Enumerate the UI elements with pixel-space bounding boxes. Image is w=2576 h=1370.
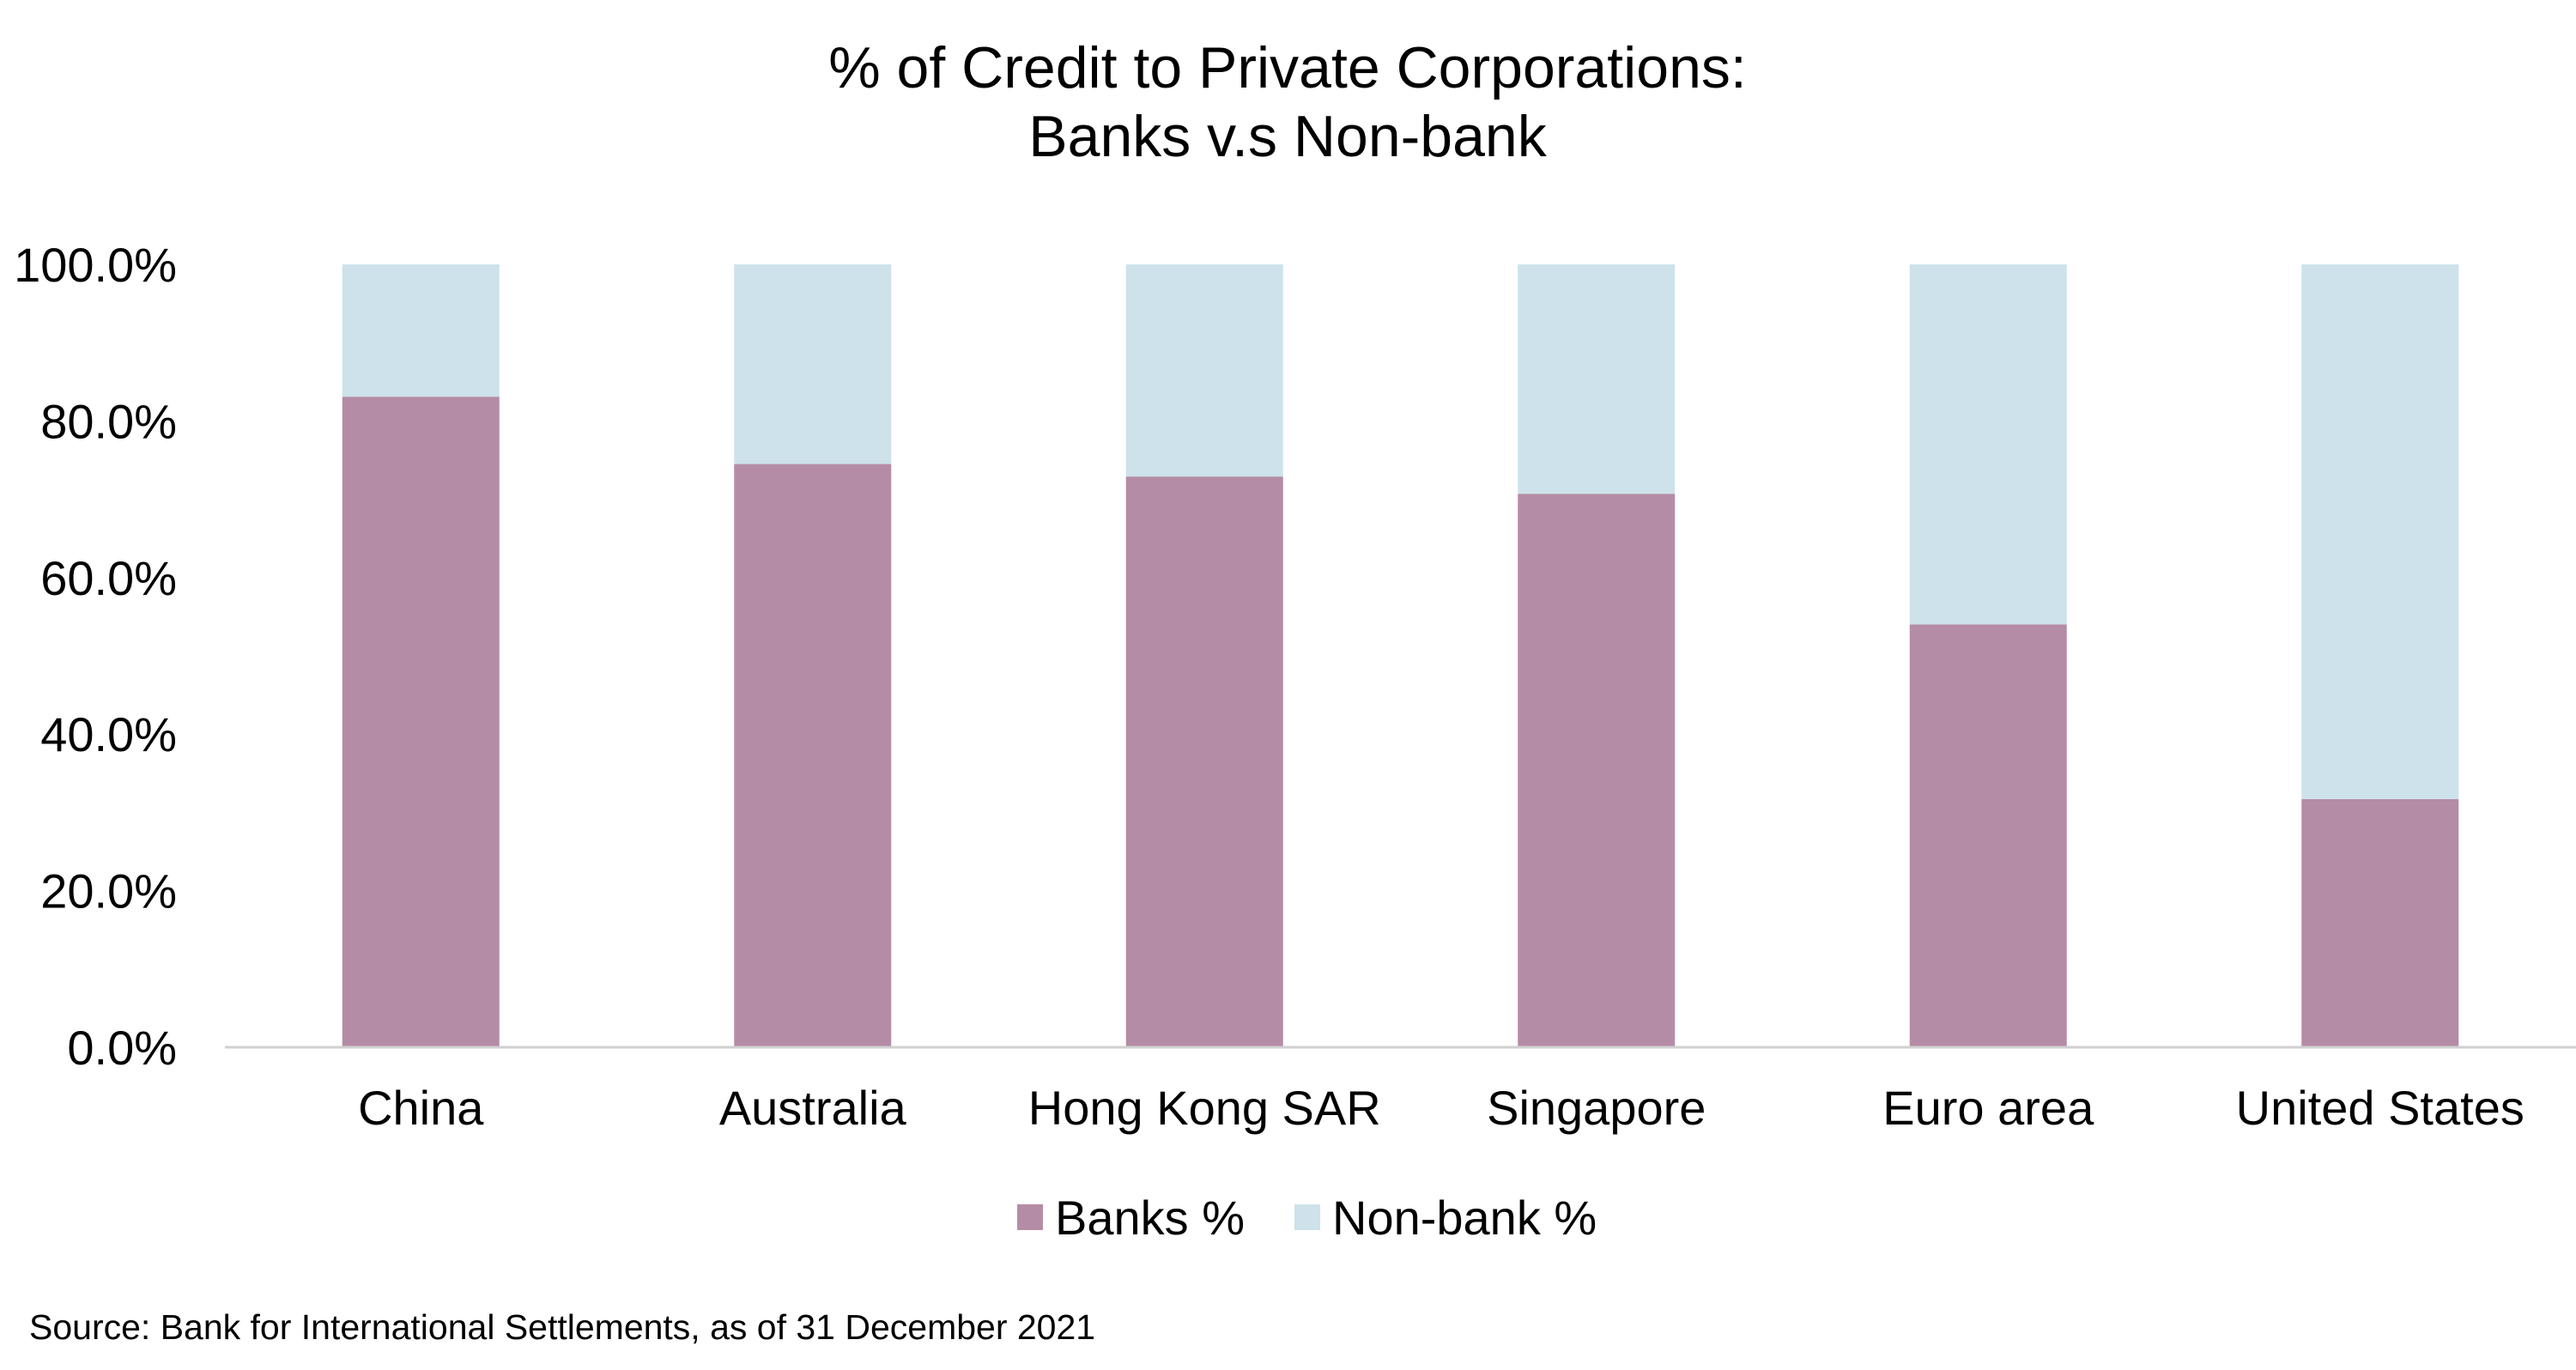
bar-segment-non-bank (342, 264, 500, 397)
bar-segment-banks (1125, 476, 1283, 1047)
bar-segment-banks (734, 464, 892, 1047)
legend: Banks % Non-bank % (1017, 1191, 1597, 1245)
x-axis: China Australia Hong Kong SAR Singapore Euro… (358, 1081, 2524, 1135)
legend-label: Banks % (1055, 1191, 1245, 1245)
bar-segment-non-bank (1909, 264, 2067, 625)
x-tick-label: China (358, 1081, 484, 1135)
bar-segment-non-bank (1518, 264, 1676, 494)
legend-swatch-non-bank (1294, 1204, 1320, 1230)
y-tick-label: 60.0% (40, 551, 177, 605)
chart-title: % of Credit to Private Corporations: Ban… (828, 35, 1747, 169)
legend-swatch-banks (1017, 1204, 1043, 1230)
bar-segment-banks (1909, 624, 2067, 1047)
legend-label: Non-bank % (1332, 1191, 1597, 1245)
y-tick-label: 20.0% (40, 864, 177, 918)
bar-segment-banks (1518, 494, 1676, 1047)
y-tick-label: 0.0% (67, 1021, 177, 1075)
x-tick-label: Singapore (1487, 1081, 1706, 1135)
bar-segment-non-bank (734, 264, 892, 464)
x-tick-label: Hong Kong SAR (1028, 1081, 1381, 1135)
y-tick-label: 80.0% (40, 394, 177, 448)
bar-segment-non-bank (1125, 264, 1283, 477)
x-tick-label: Euro area (1882, 1081, 2094, 1135)
source-note: Source: Bank for International Settlemen… (29, 1307, 1095, 1347)
bar-segment-banks (342, 397, 500, 1047)
bar-segment-non-bank (2301, 264, 2459, 799)
chart-title-line-1: % of Credit to Private Corporations: (828, 35, 1747, 100)
chart-title-line-2: Banks v.s Non-bank (1028, 104, 1547, 169)
y-axis: 0.0% 20.0% 40.0% 60.0% 80.0% 100.0% (14, 238, 177, 1075)
bars (342, 264, 2459, 1047)
y-tick-label: 40.0% (40, 707, 177, 761)
x-tick-label: Australia (719, 1081, 907, 1135)
x-tick-label: United States (2236, 1081, 2524, 1135)
y-tick-label: 100.0% (14, 238, 177, 292)
bar-segment-banks (2301, 798, 2459, 1047)
